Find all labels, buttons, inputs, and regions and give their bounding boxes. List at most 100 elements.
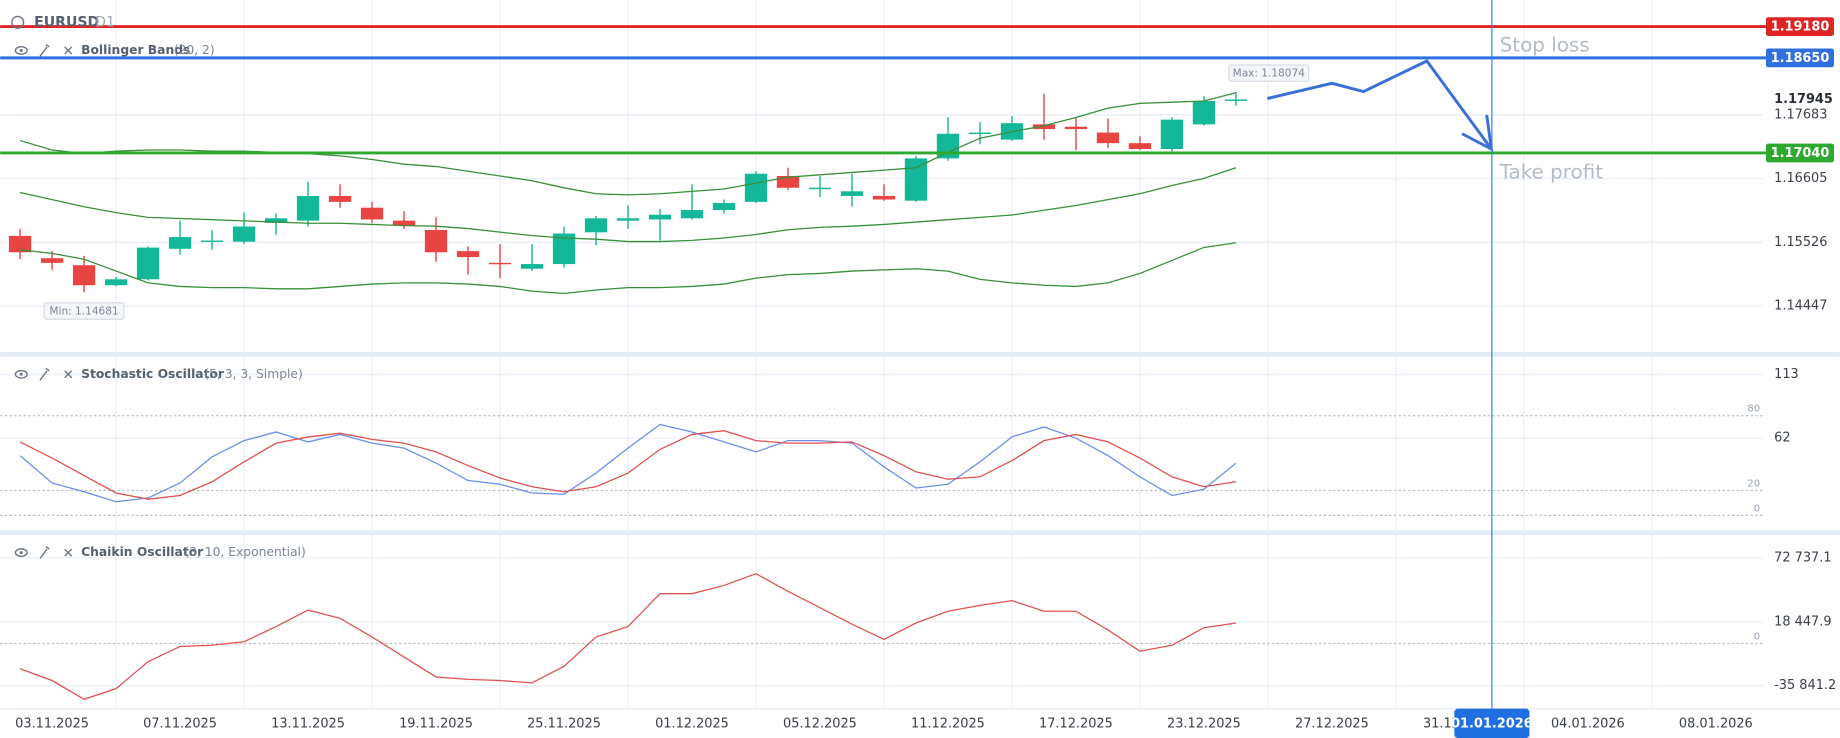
x-tick-label: 13.11.2025 — [271, 716, 345, 731]
x-tick-label: 08.01.2026 — [1679, 716, 1753, 731]
candle-body — [680, 210, 704, 219]
candle-body — [1096, 132, 1120, 144]
candle-body — [328, 195, 352, 202]
level-label: 0 — [1754, 631, 1760, 642]
candle-body — [8, 235, 32, 253]
y-tick-label: 1.16605 — [1774, 171, 1827, 186]
y-tick-label: -35 841.2 — [1774, 678, 1836, 693]
forecast-arrow — [1266, 59, 1493, 150]
bollinger-middle — [19, 167, 1237, 243]
candle-body — [104, 279, 128, 286]
indicator-line — [19, 423, 1237, 503]
candle-body — [872, 195, 896, 200]
level-label: 1.17040 — [1771, 146, 1830, 161]
level-label: 0 — [1754, 503, 1760, 514]
y-tick-label: 18 447.9 — [1774, 614, 1831, 629]
symbol: EURUSD — [34, 14, 99, 30]
candle-body — [712, 202, 736, 211]
panel-separator — [0, 530, 1840, 536]
candle-body — [1160, 119, 1184, 150]
extreme-label: Max: 1.18074 — [1233, 68, 1306, 80]
indicator-name: Stochastic Oscillator — [81, 367, 225, 381]
y-tick-label: 113 — [1774, 367, 1799, 382]
candle-body — [904, 158, 928, 201]
x-tick-label: 04.01.2026 — [1551, 716, 1625, 731]
crosshair-label: 01.01.2026 — [1451, 716, 1533, 731]
x-tick-label: 03.11.2025 — [15, 716, 89, 731]
x-tick-label: 17.12.2025 — [1039, 716, 1113, 731]
extreme-label: Min: 1.14681 — [49, 306, 118, 318]
candle-body — [424, 230, 448, 253]
candle-body — [808, 187, 832, 190]
annotation: Stop loss — [1500, 33, 1590, 57]
timeframe: D1 — [95, 14, 115, 30]
x-tick-label: 19.11.2025 — [399, 716, 473, 731]
candle-body — [584, 218, 608, 233]
level-label-box — [1765, 143, 1834, 163]
candle-body — [1032, 124, 1056, 130]
indicator-params: (5, 3, 3, Simple) — [204, 367, 303, 381]
level-label-box — [1765, 17, 1834, 36]
indicator-line — [19, 430, 1237, 500]
marks-layer — [0, 25, 1766, 700]
level-label: 1.18650 — [1771, 51, 1830, 66]
candle-body — [936, 133, 960, 159]
candle-body — [1192, 100, 1216, 125]
symbol-icon[interactable] — [11, 15, 25, 29]
y-tick-label: 1.14447 — [1774, 299, 1827, 314]
extreme-box — [43, 302, 125, 320]
candle-body — [296, 195, 320, 221]
last-price-label: 1.17945 — [1774, 92, 1833, 107]
y-tick-label: 1.17683 — [1774, 107, 1827, 122]
extreme-box — [1228, 64, 1310, 82]
crosshair-label-box — [1454, 708, 1530, 738]
candle-body — [648, 214, 672, 220]
candle-body — [1064, 126, 1088, 130]
bollinger-upper — [19, 92, 1237, 196]
indicator-line — [19, 572, 1237, 700]
candle-body — [520, 264, 544, 269]
indicator-tools[interactable] — [14, 43, 73, 57]
y-tick-label: 62 — [1774, 431, 1790, 446]
indicator-name: Chaikin Oscillator — [81, 545, 204, 559]
candle-body — [488, 262, 512, 265]
x-tick-label: 07.11.2025 — [143, 716, 217, 731]
level-label: 80 — [1747, 404, 1760, 415]
candle-body — [232, 226, 256, 242]
candle-body — [392, 220, 416, 226]
candle-body — [200, 240, 224, 242]
x-tick-label: 27.12.2025 — [1295, 716, 1369, 731]
indicator-name: Bollinger Bands — [81, 43, 190, 57]
candle-body — [72, 265, 96, 286]
x-tick-label: 25.11.2025 — [527, 716, 601, 731]
x-tick-label: 23.12.2025 — [1167, 716, 1241, 731]
indicator-params: (3, 10, Exponential) — [184, 545, 305, 559]
candle-body — [264, 218, 288, 223]
candle-body — [968, 132, 992, 134]
x-tick-label: 11.12.2025 — [911, 716, 985, 731]
bollinger-lower — [20, 242, 1237, 295]
y-tick-label: 72 737.1 — [1774, 550, 1831, 565]
candle-body — [136, 247, 160, 280]
level-label-box — [1765, 48, 1834, 68]
indicator-params: (20, 2) — [174, 43, 215, 57]
candle-body — [840, 191, 864, 196]
level-label: 1.19180 — [1771, 20, 1830, 35]
panel-separator — [0, 351, 1840, 357]
candle-body — [616, 218, 640, 221]
x-tick-label: 05.12.2025 — [783, 716, 857, 731]
indicator-tools[interactable] — [14, 546, 73, 559]
candle-body — [40, 258, 64, 263]
candle-body — [776, 175, 800, 188]
level-label: 20 — [1747, 478, 1760, 489]
candle-body — [552, 233, 576, 265]
x-tick-label: 01.12.2025 — [655, 716, 729, 731]
y-tick-label: 1.15526 — [1774, 235, 1827, 250]
candle-body — [1128, 143, 1152, 150]
candle-body — [744, 173, 768, 202]
indicator-tools[interactable] — [14, 367, 73, 381]
candle-body — [1224, 99, 1248, 101]
candle-body — [456, 251, 480, 258]
